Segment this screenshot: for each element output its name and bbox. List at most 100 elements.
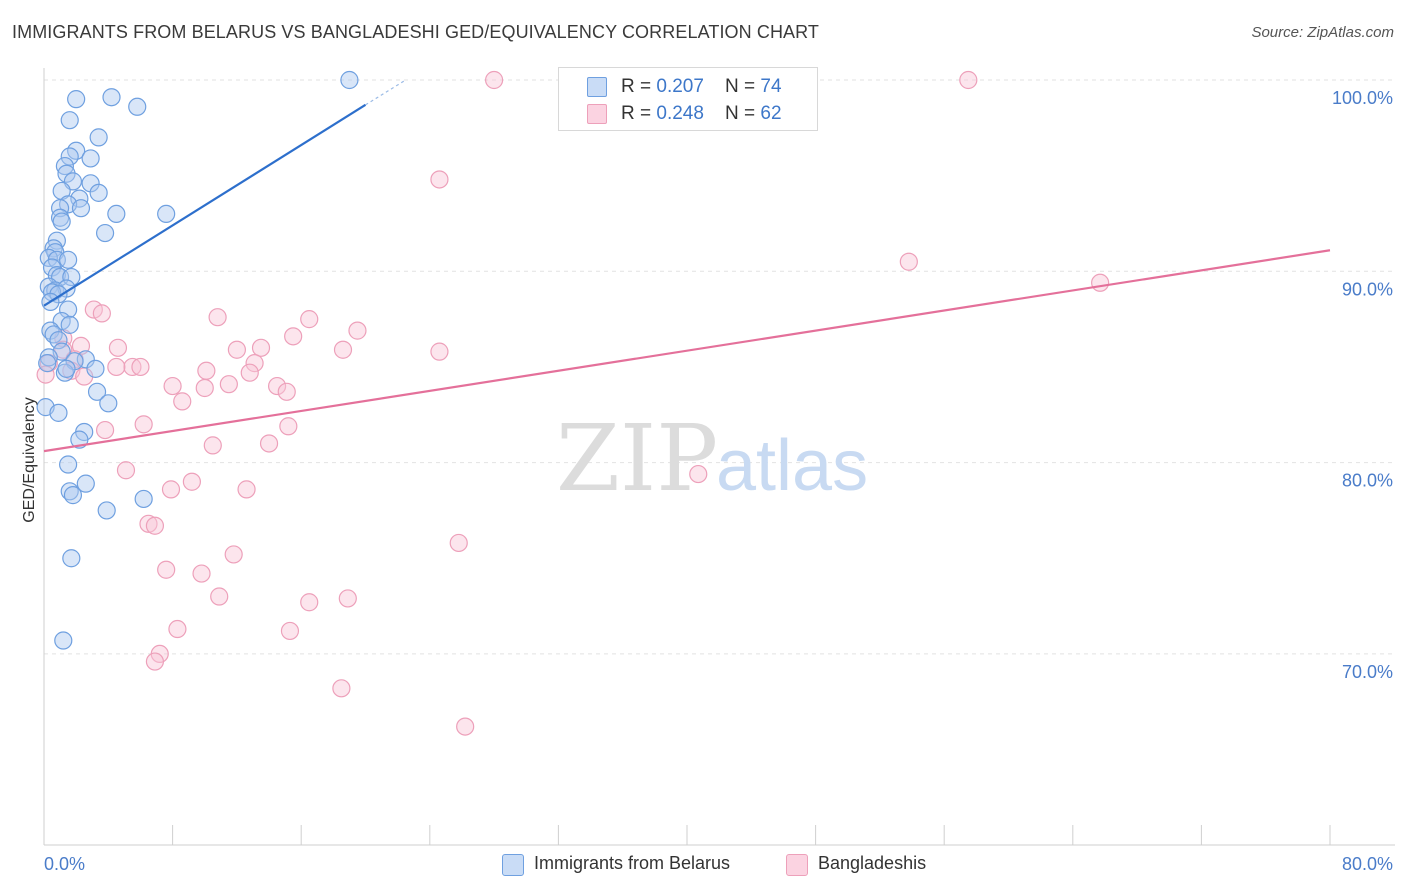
y-tick-label-80: 80.0% bbox=[1342, 471, 1393, 491]
bangladeshis-point bbox=[157, 560, 176, 579]
legend-label-bangladeshis: Bangladeshis bbox=[818, 853, 927, 873]
bangladeshis-point bbox=[168, 619, 187, 639]
bangladeshis-point bbox=[192, 564, 211, 583]
belarus-point bbox=[99, 394, 118, 413]
belarus-point bbox=[67, 90, 86, 109]
belarus-point bbox=[107, 204, 126, 224]
n-value-bangladeshis: 62 bbox=[760, 103, 782, 124]
belarus-point bbox=[60, 111, 79, 130]
belarus-point bbox=[157, 204, 176, 224]
bangladeshis-point bbox=[449, 533, 468, 553]
belarus-point bbox=[89, 128, 108, 147]
bangladeshis-point bbox=[267, 376, 287, 396]
bangladeshis-point bbox=[145, 516, 165, 535]
bangladeshis-point bbox=[338, 589, 357, 608]
r-value-bangladeshis: 0.248 bbox=[656, 103, 704, 124]
belarus-point bbox=[60, 315, 79, 334]
bangladeshis-point bbox=[300, 310, 319, 329]
r-label: R = bbox=[621, 76, 657, 97]
belarus-point bbox=[63, 486, 83, 505]
bangladeshis-point bbox=[300, 593, 319, 612]
watermark: ZIP atlas bbox=[556, 405, 868, 512]
r-label: R = bbox=[621, 103, 657, 124]
belarus-point bbox=[60, 147, 79, 166]
n-label: N = bbox=[725, 76, 761, 97]
bangladeshis-point bbox=[689, 464, 708, 484]
bangladeshis-point bbox=[333, 340, 353, 359]
bangladeshis-point bbox=[203, 436, 222, 455]
belarus-point bbox=[76, 474, 95, 493]
bangladeshis-point bbox=[959, 70, 978, 90]
y-tick-label-90: 90.0% bbox=[1342, 279, 1393, 299]
bangladeshis-point bbox=[182, 472, 201, 491]
belarus-point bbox=[59, 300, 78, 319]
bangladeshis-point bbox=[485, 70, 504, 90]
belarus-point bbox=[134, 489, 153, 509]
bangladeshis-point bbox=[277, 382, 296, 401]
belarus-point bbox=[55, 156, 74, 176]
bangladeshis-point bbox=[134, 415, 153, 434]
bangladeshis-point bbox=[107, 357, 126, 377]
bangladeshis-trend-line bbox=[43, 249, 1331, 453]
legend-swatch-bangladeshis bbox=[587, 104, 607, 124]
n-label: N = bbox=[725, 103, 761, 124]
belarus-trend-line bbox=[43, 103, 367, 307]
trend-lines bbox=[43, 79, 1331, 453]
x-tick-max: 80.0% bbox=[1342, 854, 1393, 874]
bangladeshis-point bbox=[108, 338, 128, 357]
legend-swatch-belarus bbox=[502, 854, 524, 876]
belarus-trend-extension bbox=[365, 79, 407, 106]
belarus-points bbox=[36, 70, 359, 650]
bangladeshis-point bbox=[36, 365, 55, 384]
bangladeshis-point bbox=[259, 434, 279, 453]
bangladeshis-point bbox=[224, 545, 243, 564]
y-axis-label: GED/Equivalency bbox=[21, 397, 38, 522]
belarus-point bbox=[102, 88, 121, 107]
stats-legend: R = 0.207 N = 74 R = 0.248 N = 62 bbox=[558, 67, 818, 131]
belarus-point bbox=[81, 149, 100, 168]
watermark-zip: ZIP bbox=[556, 405, 718, 512]
x-tick-min: 0.0% bbox=[44, 854, 85, 874]
belarus-point bbox=[49, 331, 68, 350]
r-value-belarus: 0.207 bbox=[656, 76, 704, 97]
bangladeshis-point bbox=[240, 363, 259, 382]
legend-label-belarus: Immigrants from Belarus bbox=[534, 853, 731, 873]
bangladeshis-point bbox=[899, 252, 918, 271]
belarus-point bbox=[62, 549, 81, 568]
belarus-point bbox=[76, 350, 95, 369]
bangladeshis-point bbox=[279, 417, 298, 436]
belarus-point bbox=[38, 354, 57, 373]
chart-title: IMMIGRANTS FROM BELARUS VS BANGLADESHI G… bbox=[12, 22, 820, 42]
bangladeshis-point bbox=[430, 170, 449, 189]
bangladeshis-point bbox=[95, 420, 115, 440]
belarus-point bbox=[128, 97, 147, 116]
belarus-point bbox=[86, 359, 105, 378]
bangladeshis-point bbox=[173, 392, 192, 411]
bangladeshis-point bbox=[1091, 273, 1110, 292]
legend-swatch-belarus bbox=[587, 77, 607, 97]
bangladeshis-point bbox=[145, 652, 165, 671]
belarus-point bbox=[95, 223, 115, 243]
source-credit: Source: ZipAtlas.com bbox=[1251, 24, 1394, 41]
bangladeshis-point bbox=[195, 378, 214, 398]
belarus-point bbox=[340, 70, 359, 90]
belarus-point bbox=[57, 359, 76, 378]
belarus-point bbox=[59, 455, 78, 474]
bangladeshis-point bbox=[245, 354, 264, 373]
belarus-point bbox=[71, 199, 91, 218]
belarus-point bbox=[52, 212, 71, 231]
bangladeshis-point bbox=[348, 321, 367, 340]
axes bbox=[43, 68, 1395, 846]
bangladeshis-point bbox=[139, 514, 158, 533]
belarus-point bbox=[54, 631, 73, 650]
bangladeshis-point bbox=[237, 480, 256, 499]
bangladeshis-point bbox=[163, 376, 182, 396]
bangladeshis-point bbox=[116, 461, 136, 480]
belarus-point bbox=[50, 199, 70, 218]
bangladeshis-point bbox=[332, 679, 351, 698]
bangladeshis-point bbox=[92, 304, 111, 323]
bangladeshis-point bbox=[280, 621, 300, 641]
bangladeshis-point bbox=[210, 587, 229, 606]
belarus-point bbox=[89, 183, 108, 202]
